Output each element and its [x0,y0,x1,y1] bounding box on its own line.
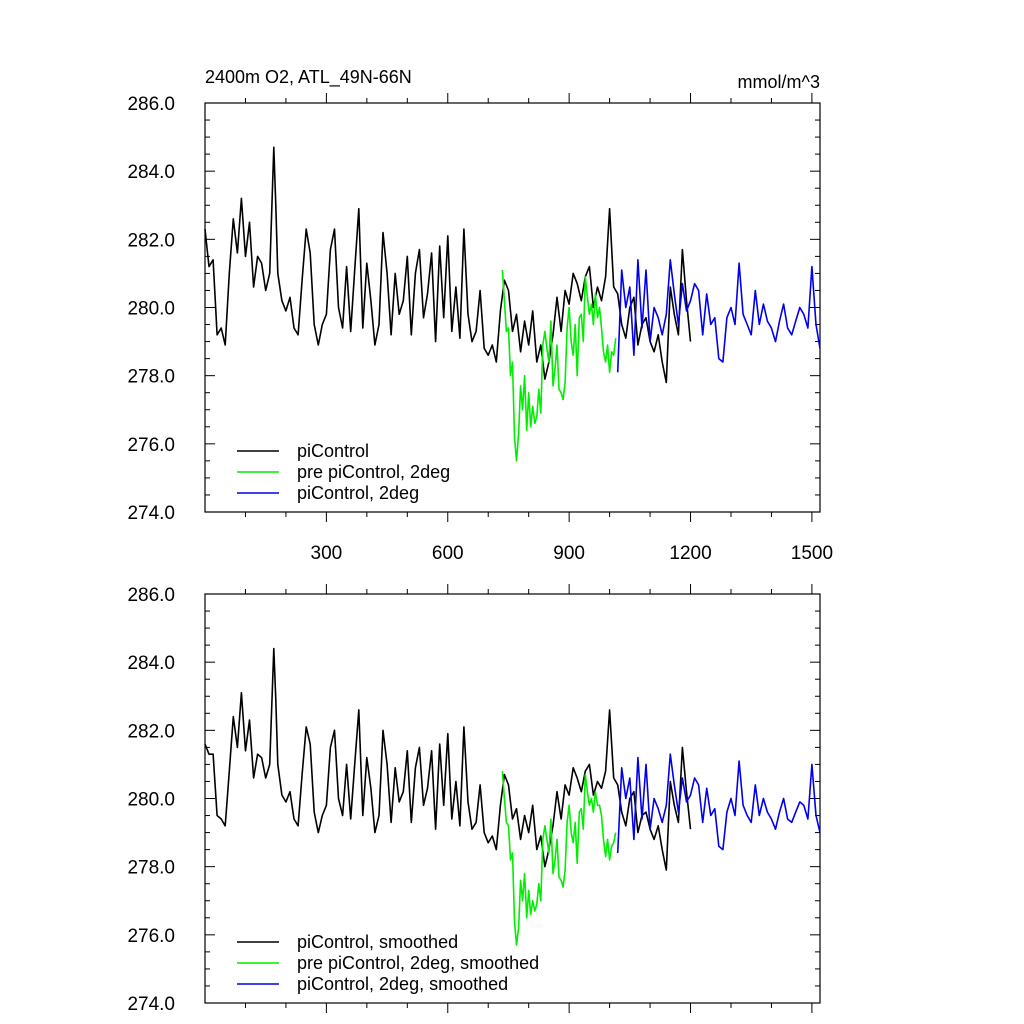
x-tick-label: 1500 [791,543,833,564]
x-tick-label: 600 [432,543,464,564]
legend-label: piControl, 2deg [297,483,419,503]
series-line-blue [616,258,821,373]
y-tick-label: 284.0 [127,162,175,183]
y-tick-label: 280.0 [127,790,175,811]
series-line-green [501,771,617,946]
x-tick-label: 900 [553,543,585,564]
y-tick-label: 274.0 [127,994,175,1015]
y-tick-label: 286.0 [127,94,175,115]
series-line-green [501,269,617,462]
series-line-blue [616,753,821,854]
legend-label: piControl, 2deg, smoothed [297,974,508,994]
x-tick-label: 300 [311,543,343,564]
y-tick-label: 278.0 [127,367,175,388]
legend-label: pre piControl, 2deg, smoothed [297,953,539,973]
y-tick-label: 286.0 [127,585,175,606]
y-tick-label: 276.0 [127,435,175,456]
y-tick-label: 280.0 [127,299,175,320]
y-tick-label: 284.0 [127,653,175,674]
y-tick-label: 276.0 [127,926,175,947]
y-tick-label: 278.0 [127,858,175,879]
y-tick-label: 282.0 [127,230,175,251]
y-tick-label: 282.0 [127,721,175,742]
bottom-panel: 274.0 276.0 278.0 280.0 282.0 284.0 286.0 piCon… [127,584,821,1015]
legend-label: pre piControl, 2deg [297,462,450,482]
series-line-black [204,647,692,871]
x-tick-label: 1200 [669,543,711,564]
series-line-black [204,146,692,384]
legend-label: piControl, smoothed [297,932,458,952]
chart-title: 2400m O2, ATL_49N-66N [205,67,412,88]
y-tick-label: 274.0 [127,503,175,524]
top-panel: 274.0 276.0 278.0 280.0 282.0 284.0 286.0 300 60… [127,67,833,564]
unit-label: mmol/m^3 [738,72,820,92]
legend-label: piControl [297,441,369,461]
